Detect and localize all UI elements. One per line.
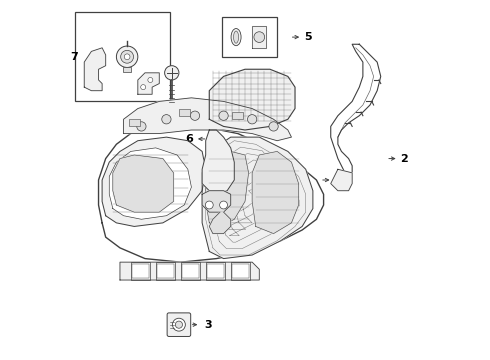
Polygon shape — [113, 155, 173, 212]
Polygon shape — [209, 212, 231, 234]
Polygon shape — [202, 137, 313, 258]
Circle shape — [205, 201, 213, 209]
Polygon shape — [84, 48, 106, 91]
Circle shape — [162, 114, 171, 124]
Polygon shape — [202, 191, 231, 212]
Circle shape — [269, 122, 278, 131]
Text: 6: 6 — [185, 134, 193, 144]
Bar — [123, 67, 131, 72]
Bar — [206, 262, 225, 280]
Circle shape — [121, 50, 134, 63]
Circle shape — [220, 201, 227, 209]
Text: 2: 2 — [400, 154, 408, 163]
Bar — [232, 112, 243, 119]
Circle shape — [247, 114, 257, 124]
Bar — [181, 262, 200, 280]
Circle shape — [172, 318, 185, 331]
Bar — [131, 262, 150, 280]
Polygon shape — [209, 69, 295, 130]
Bar — [182, 264, 198, 278]
Circle shape — [254, 32, 265, 42]
Bar — [132, 264, 148, 278]
Polygon shape — [138, 73, 159, 94]
Circle shape — [175, 321, 182, 328]
Bar — [231, 262, 250, 280]
Polygon shape — [109, 148, 192, 219]
Circle shape — [117, 46, 138, 67]
Polygon shape — [252, 26, 267, 48]
Bar — [232, 264, 248, 278]
Polygon shape — [102, 137, 206, 226]
Bar — [129, 119, 140, 126]
Circle shape — [148, 77, 153, 82]
Polygon shape — [331, 44, 381, 173]
Bar — [207, 264, 223, 278]
Bar — [75, 12, 170, 102]
Polygon shape — [206, 152, 248, 226]
Text: 3: 3 — [204, 320, 212, 330]
Polygon shape — [120, 262, 259, 280]
Polygon shape — [98, 123, 323, 262]
Text: 7: 7 — [71, 52, 78, 62]
Circle shape — [141, 85, 146, 90]
Text: 5: 5 — [304, 32, 312, 42]
Polygon shape — [331, 169, 352, 191]
Circle shape — [124, 54, 130, 60]
Circle shape — [190, 111, 199, 120]
Ellipse shape — [234, 31, 239, 43]
Bar — [156, 262, 175, 280]
Bar — [179, 109, 190, 116]
Text: 1: 1 — [336, 175, 344, 185]
Polygon shape — [123, 98, 292, 141]
Bar — [157, 264, 173, 278]
Ellipse shape — [231, 28, 241, 46]
Circle shape — [137, 122, 146, 131]
Text: 4: 4 — [168, 114, 176, 124]
Circle shape — [165, 66, 179, 80]
Polygon shape — [202, 130, 234, 194]
Bar — [222, 18, 277, 57]
Polygon shape — [252, 152, 298, 234]
Circle shape — [219, 111, 228, 120]
FancyBboxPatch shape — [167, 313, 191, 337]
